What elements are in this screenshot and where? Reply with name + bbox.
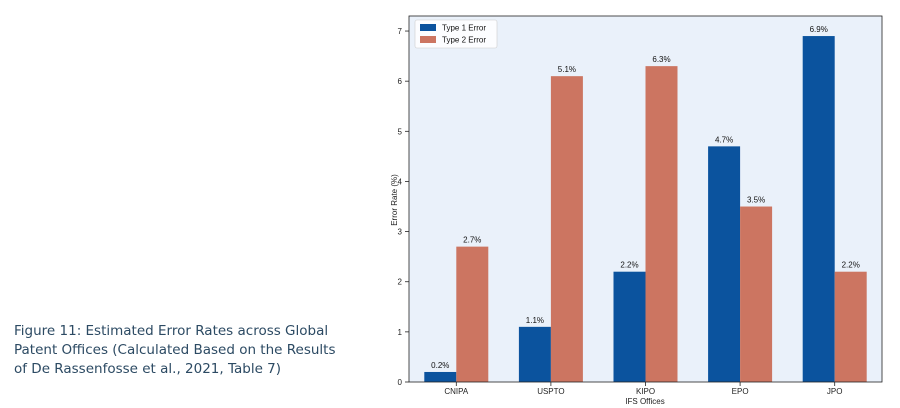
data-label-kipo-series-1: 2.2%: [620, 261, 638, 270]
bar-epo-series-1: [708, 146, 741, 382]
bar-cnipa-series-1: [424, 371, 457, 382]
y-tick-label: 0: [398, 378, 403, 387]
legend-swatch-1: [420, 24, 436, 31]
data-label-epo-series-2: 3.5%: [747, 196, 765, 205]
y-tick-label: 1: [398, 328, 403, 337]
x-tick-label: CNIPA: [444, 387, 469, 396]
plot-frame: [408, 15, 883, 383]
data-label-uspto-series-2: 5.1%: [558, 65, 576, 74]
y-tick-label: 2: [398, 278, 403, 287]
y-tick-label: 4: [398, 177, 403, 186]
data-label-jpo-series-2: 2.2%: [842, 261, 860, 270]
data-label-jpo-series-1: 6.9%: [810, 25, 828, 34]
bar-uspto-series-2: [550, 76, 583, 383]
y-axis: 0 1 2 3 4 5 6 7: [398, 27, 409, 387]
x-tick-label: JPO: [827, 387, 843, 396]
y-tick-label: 6: [398, 77, 403, 86]
y-axis-label: Error Rate (%): [390, 174, 399, 226]
figure-caption: Figure 11: Estimated Error Rates across …: [14, 322, 384, 379]
bar-kipo-series-1: [613, 271, 646, 382]
y-tick-label: 3: [398, 228, 403, 237]
caption-line-2: Patent Offices (Calculated Based on the …: [14, 342, 336, 358]
bar-kipo-series-2: [645, 66, 678, 382]
x-tick-label: KIPO: [636, 387, 655, 396]
data-label-cnipa-series-2: 2.7%: [463, 236, 481, 245]
legend-label-2: Type 2 Error: [442, 36, 486, 45]
bar-jpo-series-2: [834, 271, 867, 382]
legend-swatch-2: [420, 36, 436, 43]
x-tick-label: USPTO: [537, 387, 564, 396]
data-label-uspto-series-1: 1.1%: [526, 316, 544, 325]
bar-jpo-series-1: [802, 36, 835, 382]
data-label-kipo-series-2: 6.3%: [652, 55, 670, 64]
bar-cnipa-series-2: [456, 246, 489, 382]
data-label-epo-series-1: 4.7%: [715, 135, 733, 144]
caption-line-3: of De Rassenfosse et al., 2021, Table 7): [14, 361, 282, 377]
x-tick-label: EPO: [732, 387, 749, 396]
caption-line-1: Figure 11: Estimated Error Rates across …: [14, 323, 329, 339]
data-label-cnipa-series-1: 0.2%: [431, 361, 449, 370]
x-axis-label: IFS Offices: [625, 397, 664, 406]
legend-label-1: Type 1 Error: [442, 24, 486, 33]
bars-group: [424, 36, 867, 383]
legend: Type 1 Error Type 2 Error: [414, 19, 498, 49]
data-labels-group: 0.2% 1.1% 2.2% 4.7% 6.9% 2.7% 5.1% 6.3% 3.5% 2.2%: [431, 25, 860, 370]
x-axis: CNIPA USPTO KIPO EPO JPO: [444, 382, 842, 396]
y-tick-label: 5: [398, 127, 403, 136]
bar-epo-series-2: [740, 206, 773, 382]
bar-uspto-series-1: [518, 326, 551, 382]
y-tick-label: 7: [398, 27, 403, 36]
